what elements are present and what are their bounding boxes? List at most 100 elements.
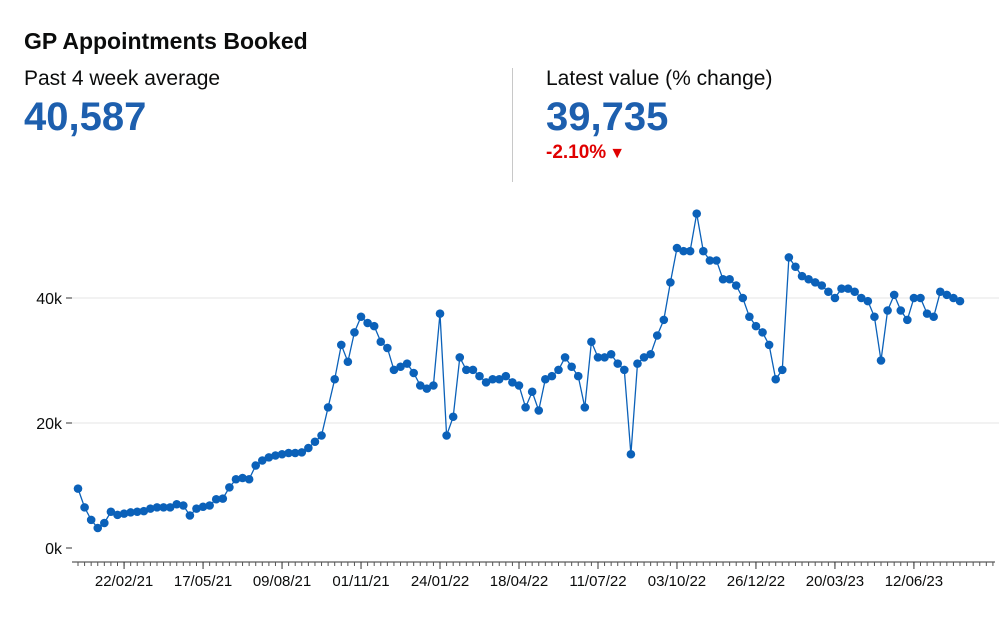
- latest-panel: Latest value (% change) 39,735 -2.10% ▼: [546, 66, 772, 164]
- data-point: [672, 243, 682, 253]
- data-point: [330, 374, 340, 384]
- data-point: [238, 473, 247, 483]
- data-point: [935, 287, 945, 297]
- data-point: [389, 365, 399, 375]
- data-point: [870, 312, 879, 322]
- data-point: [363, 318, 372, 328]
- data-point: [613, 359, 623, 368]
- data-point: [606, 349, 616, 359]
- data-point: [942, 290, 952, 300]
- data-point: [916, 293, 925, 303]
- x-tick-label: 26/12/22: [727, 573, 785, 590]
- data-point: [442, 431, 451, 440]
- data-point: [488, 374, 497, 384]
- data-point: [541, 374, 550, 384]
- data-point: [659, 315, 669, 325]
- data-point: [179, 501, 188, 510]
- data-point: [731, 281, 741, 290]
- data-point: [383, 343, 392, 353]
- data-point: [777, 365, 787, 375]
- data-point: [508, 378, 517, 387]
- data-point: [666, 278, 675, 287]
- data-point: [705, 256, 715, 265]
- data-point: [830, 293, 840, 303]
- data-point: [955, 296, 965, 306]
- data-point: [435, 309, 445, 318]
- data-point: [580, 403, 590, 412]
- data-point: [198, 502, 208, 512]
- data-point: [817, 281, 827, 290]
- x-tick-label: 22/02/21: [95, 573, 153, 590]
- data-point: [211, 494, 221, 504]
- data-point: [514, 381, 524, 390]
- x-tick-label: 24/01/22: [411, 573, 469, 590]
- data-point: [185, 511, 195, 520]
- data-point: [764, 340, 774, 350]
- data-point: [475, 371, 484, 381]
- data-point: [745, 312, 754, 322]
- data-point: [903, 315, 912, 325]
- data-point: [850, 287, 859, 297]
- data-point: [725, 274, 734, 284]
- data-point: [718, 274, 728, 284]
- latest-label: Latest value (% change): [546, 67, 773, 90]
- data-point: [277, 449, 287, 459]
- data-point: [685, 246, 695, 256]
- data-point: [323, 403, 333, 412]
- data-point: [192, 504, 201, 513]
- data-point: [679, 246, 688, 256]
- data-point: [909, 293, 919, 303]
- x-tick-label: 03/10/22: [648, 573, 706, 590]
- data-point: [73, 484, 83, 493]
- data-point: [863, 296, 873, 306]
- average-label: Past 4 week average: [24, 67, 221, 90]
- data-point: [409, 368, 418, 378]
- data-point: [896, 306, 906, 315]
- data-point: [139, 506, 149, 516]
- data-point: [889, 290, 899, 300]
- data-point: [462, 365, 471, 375]
- data-point: [205, 501, 214, 510]
- data-point: [876, 356, 886, 365]
- data-point: [527, 387, 537, 397]
- data-point: [929, 312, 938, 322]
- data-point: [244, 474, 254, 484]
- data-point: [271, 451, 280, 460]
- data-point: [80, 503, 89, 512]
- axis-layer: 0k 20k 40k 22/02/21 17/05/21 09/08/21 01/11/21…: [36, 291, 995, 590]
- data-point: [712, 256, 721, 265]
- data-point: [126, 508, 135, 517]
- data-point: [304, 443, 313, 453]
- data-point: [376, 337, 386, 347]
- data-point: [317, 431, 326, 440]
- data-point: [771, 374, 781, 384]
- data-point: [824, 287, 833, 297]
- x-tick-label: 12/06/23: [885, 573, 943, 590]
- data-point: [652, 331, 662, 340]
- data-point: [692, 209, 702, 218]
- data-point: [343, 357, 353, 367]
- data-point: [415, 381, 425, 390]
- data-point: [350, 328, 359, 337]
- data-point: [257, 456, 267, 465]
- data-point: [356, 312, 366, 322]
- x-tick-label: 01/11/21: [332, 573, 389, 590]
- data-point: [172, 499, 182, 509]
- data-point: [402, 359, 412, 368]
- data-point: [468, 365, 478, 375]
- data-point: [784, 253, 794, 262]
- data-point: [587, 337, 596, 347]
- data-point: [883, 306, 892, 315]
- data-point: [626, 449, 636, 459]
- data-point: [843, 284, 853, 293]
- data-point: [633, 359, 642, 368]
- data-point: [396, 362, 405, 372]
- data-point: [494, 374, 504, 384]
- data-point: [86, 515, 96, 525]
- data-point: [698, 246, 708, 256]
- series-line: [77, 213, 961, 529]
- average-value: 40,587: [24, 95, 147, 139]
- data-point: [455, 353, 465, 362]
- average-panel: Past 4 week average 40,587: [24, 66, 220, 140]
- x-tick-label: 17/05/21: [174, 573, 232, 590]
